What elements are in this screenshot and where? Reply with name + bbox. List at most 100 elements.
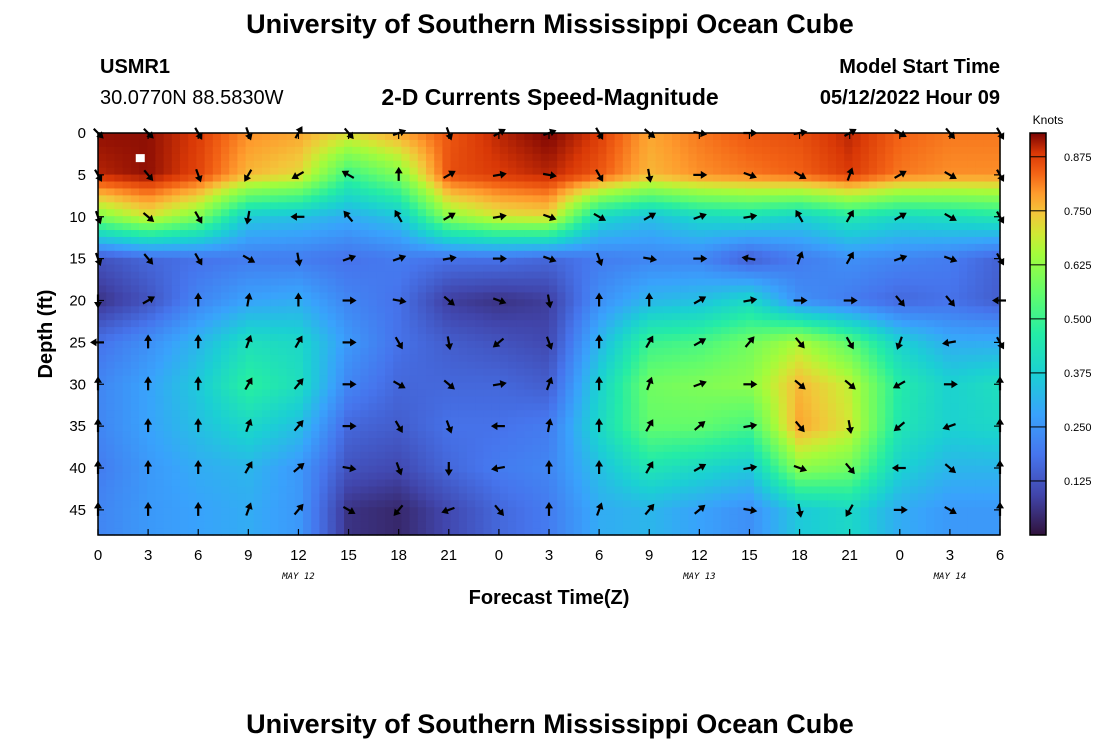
heat-cell: [122, 410, 132, 418]
heat-cell: [811, 250, 821, 259]
heat-cell: [122, 396, 132, 404]
heat-cell: [278, 202, 288, 210]
heat-cell: [614, 410, 624, 418]
heat-cell: [893, 285, 903, 294]
heat-cell: [557, 160, 566, 169]
heat-cell: [827, 375, 837, 384]
heat-cell: [180, 209, 189, 217]
heat-cell: [393, 146, 402, 155]
heat-cell: [581, 368, 591, 377]
heat-cell: [663, 236, 673, 245]
heat-cell: [762, 313, 771, 321]
heat-cell: [311, 264, 320, 273]
heat-cell: [737, 417, 747, 425]
heat-cell: [212, 410, 222, 418]
heat-cell: [877, 146, 886, 155]
heat-cell: [606, 403, 616, 411]
heat-cell: [737, 424, 747, 432]
heat-cell: [590, 417, 599, 425]
heat-cell: [885, 250, 894, 259]
heat-cell: [713, 396, 722, 404]
heat-cell: [786, 410, 796, 418]
heat-cell: [204, 139, 214, 148]
heat-cell: [245, 437, 255, 446]
heat-cell: [516, 236, 525, 245]
heat-cell: [344, 181, 353, 190]
heat-cell: [171, 382, 181, 391]
heat-cell: [622, 417, 632, 425]
heat-cell: [376, 396, 386, 404]
heat-cell: [344, 250, 353, 259]
heat-cell: [704, 437, 714, 446]
heat-cell: [188, 139, 197, 148]
heat-cell: [713, 195, 722, 203]
heat-cell: [754, 417, 763, 425]
heat-cell: [98, 278, 107, 287]
heat-cell: [942, 188, 952, 196]
heat-cell: [622, 285, 632, 294]
heat-cell: [294, 361, 304, 370]
heat-cell: [237, 209, 247, 217]
heat-cell: [98, 188, 107, 196]
heat-cell: [376, 361, 386, 370]
heat-cell: [196, 264, 206, 273]
heat-cell: [155, 146, 165, 155]
heat-cell: [139, 340, 148, 349]
heat-cell: [516, 209, 525, 217]
heat-cell: [450, 133, 460, 141]
heat-cell: [827, 133, 837, 141]
heat-cell: [557, 209, 566, 217]
heat-cell: [877, 285, 886, 294]
heat-cell: [631, 257, 640, 266]
heat-cell: [663, 133, 673, 141]
heat-cell: [647, 382, 657, 391]
heat-cell: [655, 174, 665, 183]
heat-cell: [868, 167, 878, 176]
heat-cell: [565, 257, 575, 266]
heat-cell: [680, 437, 689, 446]
heat-cell: [508, 264, 517, 273]
heat-cell: [647, 299, 657, 307]
heat-cell: [442, 313, 452, 321]
heat-cell: [221, 271, 230, 280]
heat-cell: [278, 368, 288, 377]
heat-cell: [573, 417, 583, 425]
heat-cell: [434, 167, 443, 176]
heat-cell: [171, 361, 181, 370]
heat-cell: [614, 354, 624, 363]
heat-cell: [934, 209, 944, 217]
heat-cell: [688, 299, 698, 307]
heat-cell: [475, 188, 484, 196]
heat-cell: [253, 181, 263, 190]
heat-cell: [229, 250, 238, 259]
heat-cell: [262, 223, 271, 231]
heat-cell: [811, 396, 821, 404]
heat-cell: [426, 306, 435, 314]
heat-cell: [393, 202, 402, 210]
heat-cell: [139, 389, 148, 397]
heat-cell: [975, 243, 985, 252]
heat-cell: [745, 250, 755, 259]
heat-cell: [147, 285, 156, 294]
heat-cell: [836, 361, 845, 370]
heat-cell: [311, 424, 320, 432]
heat-cell: [786, 313, 796, 321]
heat-cell: [376, 334, 386, 342]
heat-cell: [795, 417, 804, 425]
heat-cell: [319, 396, 329, 404]
heat-cell: [622, 292, 632, 300]
heat-cell: [622, 306, 632, 314]
heat-cell: [877, 320, 886, 328]
heat-cell: [163, 153, 173, 162]
heat-cell: [286, 340, 296, 349]
heat-cell: [655, 306, 665, 314]
heat-cell: [573, 133, 583, 141]
heat-cell: [836, 271, 845, 280]
heat-cell: [983, 160, 993, 169]
heat-cell: [360, 320, 370, 328]
heat-cell: [442, 223, 452, 231]
heat-cell: [770, 410, 780, 418]
heat-cell: [401, 243, 411, 252]
heat-cell: [688, 223, 698, 231]
heat-cell: [868, 139, 878, 148]
